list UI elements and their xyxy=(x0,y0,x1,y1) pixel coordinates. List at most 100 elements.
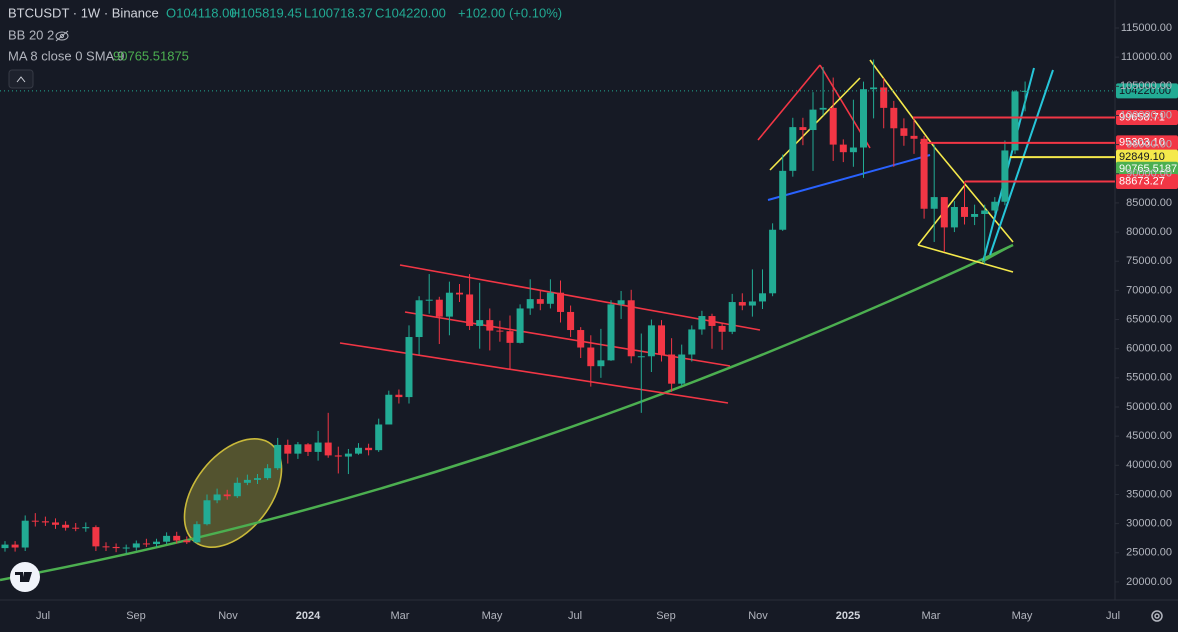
levels: 104220.00 99658.71 95303.10 92849.1090765.5… xyxy=(0,83,1178,189)
x-tick-label: 2024 xyxy=(296,610,321,622)
x-tick-label: May xyxy=(1012,610,1033,622)
price-label-box xyxy=(1116,83,1178,99)
candle-body xyxy=(839,144,847,153)
bb-indicator[interactable]: BB 20 2 xyxy=(8,27,54,42)
candle-body xyxy=(536,299,544,304)
ma-indicator[interactable]: MA 8 close 0 SMA 9 xyxy=(8,48,124,63)
x-tick-label: Sep xyxy=(656,610,676,622)
y-tick-label: 40000.00 xyxy=(1126,459,1172,471)
y-tick-label: 70000.00 xyxy=(1126,284,1172,296)
candle-body xyxy=(930,197,938,209)
ohlc-high: H105819.45 xyxy=(231,5,302,20)
candle-body xyxy=(678,354,686,384)
candle-body xyxy=(41,521,49,523)
y-tick-label: 80000.00 xyxy=(1126,226,1172,238)
candles xyxy=(1,59,1029,554)
y-tick-label: 60000.00 xyxy=(1126,343,1172,355)
candle-body xyxy=(344,453,352,457)
y-tick-label: 105000.00 xyxy=(1120,80,1172,92)
candle-body xyxy=(11,544,19,548)
x-tick-label: Mar xyxy=(391,610,410,622)
price-label: 88673.27 xyxy=(1119,175,1165,187)
y-tick-label: 20000.00 xyxy=(1126,576,1172,588)
candle-body xyxy=(233,482,241,497)
candle-body xyxy=(567,311,575,331)
candle-body xyxy=(355,447,362,454)
ohlc-close: C104220.00 xyxy=(375,5,446,20)
y-tick-label: 45000.00 xyxy=(1126,430,1172,442)
candle-body xyxy=(940,197,948,228)
candle-body xyxy=(809,109,817,131)
candle-body xyxy=(981,210,989,214)
y-tick-label: 115000.00 xyxy=(1121,22,1172,34)
candle-body xyxy=(476,320,484,326)
visibility-icon[interactable] xyxy=(55,30,69,42)
y-tick-label: 110000.00 xyxy=(1121,51,1172,63)
candle-body xyxy=(213,494,221,501)
collapse-button[interactable] xyxy=(8,69,34,89)
candle-body xyxy=(627,300,635,357)
x-tick-label: May xyxy=(482,610,503,622)
wedge-line xyxy=(917,244,1014,273)
y-tick-label: 30000.00 xyxy=(1126,518,1172,530)
candle-body xyxy=(203,500,211,525)
price-label: 92849.10 xyxy=(1119,151,1165,163)
candle-body xyxy=(375,424,383,451)
candle-body xyxy=(637,356,645,358)
candle-body xyxy=(516,308,524,343)
candle-body xyxy=(466,294,474,326)
candle-body xyxy=(557,292,564,312)
candle-body xyxy=(849,147,857,153)
candle-body xyxy=(294,444,302,454)
candle-body xyxy=(274,444,282,469)
candle-body xyxy=(304,444,312,452)
candle-body xyxy=(698,316,706,330)
candle-body xyxy=(183,540,191,543)
candle-body xyxy=(486,320,494,331)
candle-body xyxy=(860,89,867,148)
price-label: 99658.71 xyxy=(1119,111,1165,123)
y-tick-label: 65000.00 xyxy=(1126,313,1172,325)
x-tick-label: Jul xyxy=(568,610,582,622)
settings-icon[interactable] xyxy=(1151,610,1163,622)
y-tick-label: 100000.00 xyxy=(1120,109,1172,121)
candle-body xyxy=(102,546,110,548)
candle-body xyxy=(405,337,413,398)
x-tick-label: Mar xyxy=(922,610,941,622)
candle-body xyxy=(779,170,787,230)
candle-body xyxy=(880,87,888,108)
candle-body xyxy=(122,547,130,549)
y-tick-label: 90000.00 xyxy=(1126,168,1172,180)
price-label-box xyxy=(1116,109,1178,125)
x-tick-label: Nov xyxy=(218,610,238,622)
price-label: 90765.5187 xyxy=(1119,163,1177,175)
candle-body xyxy=(82,527,90,529)
candle-body xyxy=(799,127,807,131)
candle-body xyxy=(900,128,908,136)
candle-body xyxy=(193,524,201,543)
price-label-box xyxy=(1116,135,1178,151)
candle-body xyxy=(31,520,39,522)
x-tick-label: Nov xyxy=(748,610,768,622)
ohlc-change: +102.00 (+0.10%) xyxy=(458,5,562,20)
price-label: 95303.10 xyxy=(1119,137,1165,149)
candle-body xyxy=(496,330,504,332)
candle-body xyxy=(971,213,979,217)
ohlc-open: O104118.00 xyxy=(166,5,237,20)
ohlc-low: L100718.37 xyxy=(304,5,373,20)
price-label: 104220.00 xyxy=(1119,85,1171,97)
price-label-box xyxy=(1116,161,1178,177)
candle-body xyxy=(72,527,80,529)
candle-body xyxy=(425,299,433,301)
candle-body xyxy=(647,325,655,357)
candle-body xyxy=(445,292,453,317)
ma-value: 90765.51875 xyxy=(113,48,189,63)
candle-body xyxy=(173,535,181,541)
y-tick-label: 35000.00 xyxy=(1126,488,1172,500)
candle-body xyxy=(324,442,332,456)
candle-body xyxy=(1011,91,1019,151)
candle-body xyxy=(688,329,696,355)
candle-body xyxy=(789,127,797,171)
candle-body xyxy=(254,478,261,480)
y-tick-label: 85000.00 xyxy=(1126,197,1172,209)
